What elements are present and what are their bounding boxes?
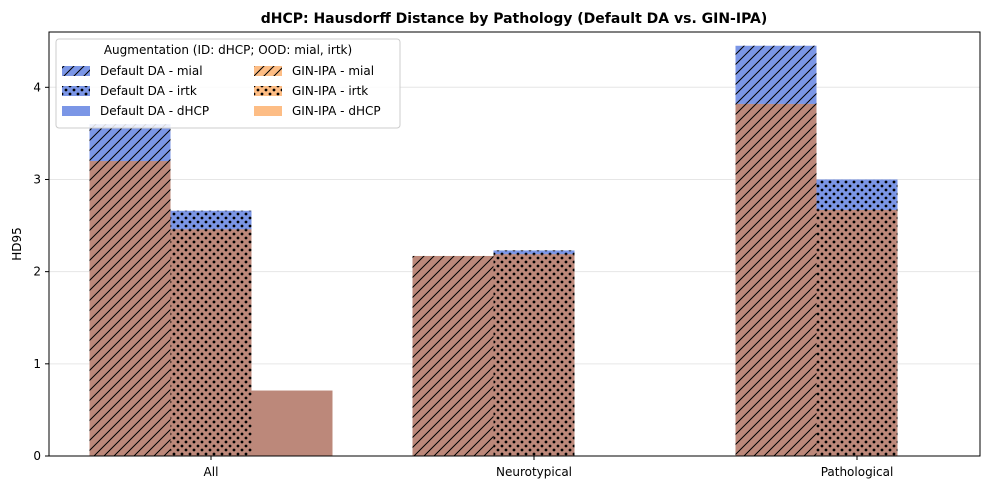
y-tick-label: 4	[33, 80, 41, 94]
legend-entry-gin-ipa-dhcp: GIN-IPA - dHCP	[254, 104, 381, 118]
y-axis-label: HD95	[10, 227, 24, 261]
bar-overlap-mial-pathological	[735, 103, 817, 456]
legend: Augmentation (ID: dHCP; OOD: mial, irtk)…	[55, 38, 401, 129]
y-axis: 0 1 2 3 4	[33, 80, 49, 463]
legend-label: GIN-IPA - mial	[292, 64, 374, 78]
legend-box	[55, 38, 401, 129]
bar-overlap-mial-neurotypical	[412, 255, 494, 456]
bar-excess-mial-all	[89, 124, 171, 162]
legend-title: Augmentation (ID: dHCP; OOD: mial, irtk)	[104, 43, 352, 57]
x-tick-label: Pathological	[821, 465, 894, 479]
legend-label: GIN-IPA - dHCP	[292, 104, 381, 118]
y-tick-label: 0	[33, 449, 41, 463]
x-tick-label: All	[204, 465, 219, 479]
bar-excess-irtk-neurotypical	[493, 250, 575, 255]
legend-label: GIN-IPA - irtk	[292, 84, 368, 98]
legend-label: Default DA - mial	[100, 64, 203, 78]
y-tick-label: 2	[33, 265, 41, 279]
legend-label: Default DA - irtk	[100, 84, 197, 98]
bar-excess-irtk-pathological	[816, 179, 898, 210]
y-tick-label: 3	[33, 172, 41, 186]
bar-overlap-irtk-neurotypical	[493, 254, 575, 456]
legend-label: Default DA - dHCP	[100, 104, 209, 118]
chart-title: dHCP: Hausdorff Distance by Pathology (D…	[261, 11, 768, 27]
bar-overlap-dHCP-all	[251, 390, 333, 456]
bar-overlap-irtk-all	[170, 229, 252, 456]
bar-overlap-mial-all	[89, 161, 171, 457]
bar-excess-irtk-all	[170, 210, 252, 230]
plot-frame	[48, 31, 981, 457]
legend-entry-default-da-mial: Default DA - mial	[62, 64, 203, 78]
x-tick-label: Neurotypical	[496, 465, 572, 479]
legend-entry-default-da-irtk: Default DA - irtk	[62, 84, 197, 98]
x-axis: All Neurotypical Pathological	[204, 456, 894, 479]
y-tick-label: 1	[33, 357, 41, 371]
legend-entry-default-da-dhcp: Default DA - dHCP	[62, 104, 209, 118]
bar-excess-mial-pathological	[735, 45, 817, 104]
bar-overlap-irtk-pathological	[816, 209, 898, 456]
legend-entry-gin-ipa-mial: GIN-IPA - mial	[254, 64, 374, 78]
legend-entry-gin-ipa-irtk: GIN-IPA - irtk	[254, 84, 368, 98]
bars	[89, 45, 898, 457]
